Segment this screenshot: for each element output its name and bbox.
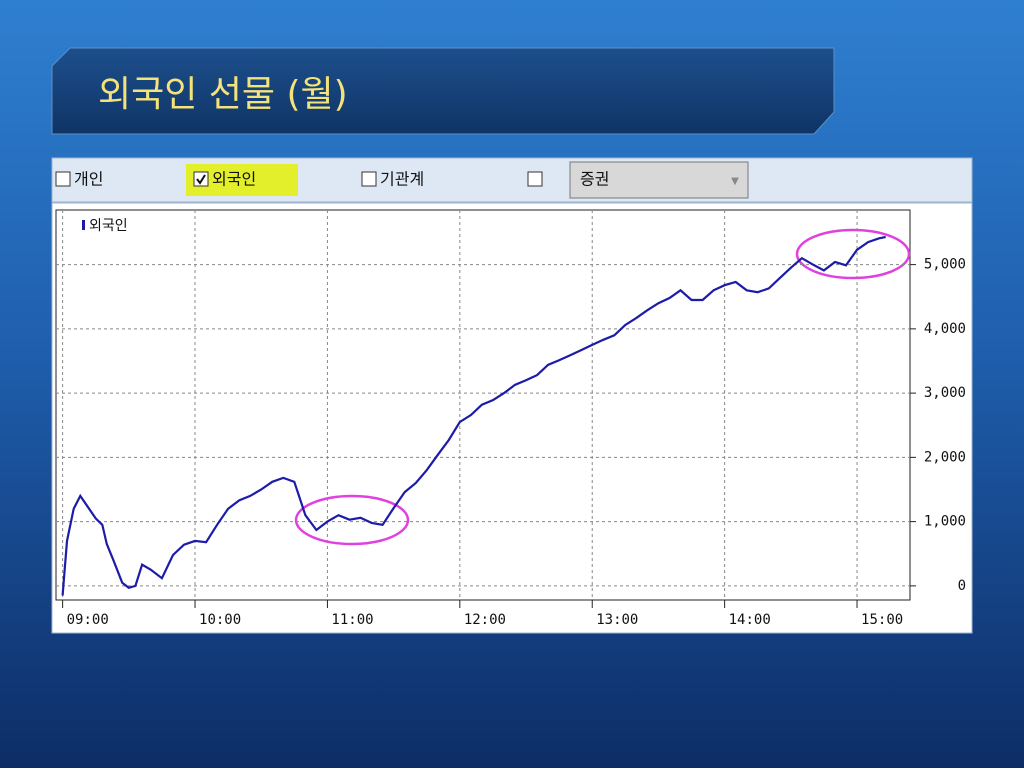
y-tick-label: 3,000: [924, 385, 966, 401]
highlight-ellipse: [294, 494, 410, 546]
x-tick-label: 12:00: [464, 612, 506, 628]
checkbox-label: 개인: [74, 170, 103, 189]
x-tick-label: 13:00: [596, 612, 638, 628]
x-tick-label: 10:00: [199, 612, 241, 628]
legend-label: 외국인: [89, 218, 128, 234]
dropdown[interactable]: [569, 161, 749, 199]
checkbox[interactable]: [361, 171, 377, 187]
title-banner: [51, 47, 835, 135]
plot-frame: [55, 209, 911, 601]
y-tick-label: 0: [958, 578, 966, 594]
checkbox-label: 외국인: [212, 170, 256, 189]
highlight-ellipse: [795, 228, 911, 280]
dropdown-value: 증권: [580, 170, 609, 189]
checkbox[interactable]: [527, 171, 543, 187]
slide-title: 외국인 선물 (월): [98, 74, 348, 115]
legend-swatch: [82, 220, 85, 230]
y-tick-label: 1,000: [924, 514, 966, 530]
checkbox[interactable]: [55, 171, 71, 187]
checkbox-label: 기관계: [380, 170, 424, 189]
dropdown-arrow: ▼: [731, 176, 739, 187]
checkmark: [196, 174, 206, 185]
y-tick-label: 5,000: [924, 257, 966, 273]
x-tick-label: 11:00: [331, 612, 373, 628]
x-tick-label: 14:00: [729, 612, 771, 628]
chart-panel: [51, 202, 973, 634]
y-tick-label: 2,000: [924, 449, 966, 465]
y-tick-label: 4,000: [924, 321, 966, 337]
x-tick-label: 15:00: [861, 612, 903, 628]
x-tick-label: 09:00: [67, 612, 109, 628]
checkbox[interactable]: [193, 171, 209, 187]
data-line: [61, 235, 886, 596]
